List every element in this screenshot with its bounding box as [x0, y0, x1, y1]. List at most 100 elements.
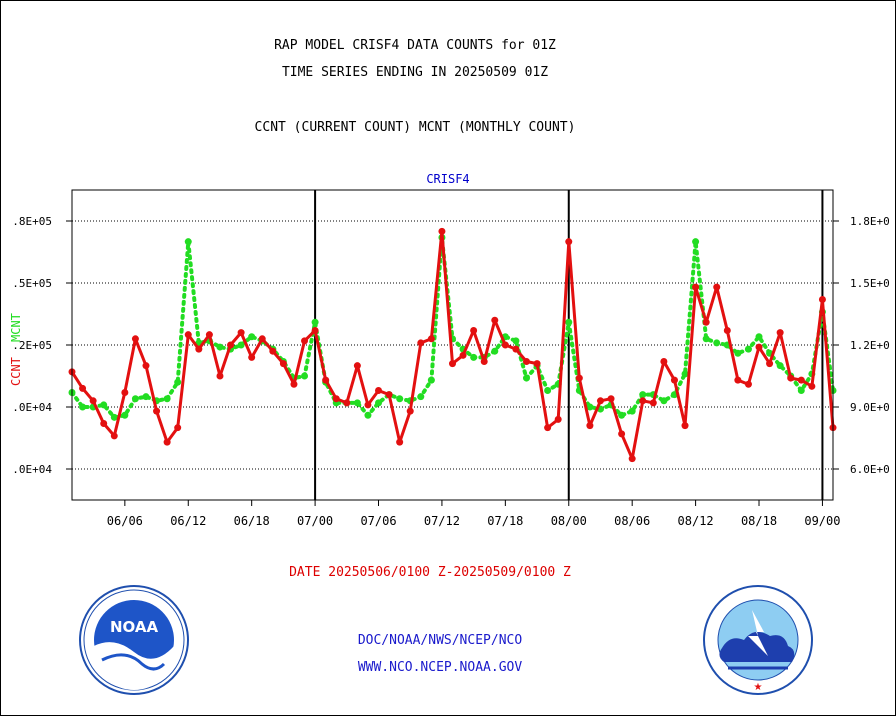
data-point-ccnt — [776, 329, 784, 337]
data-point-ccnt — [174, 424, 182, 432]
data-point-ccnt — [734, 376, 742, 384]
data-point-ccnt — [237, 329, 245, 337]
data-point-mcnt — [544, 386, 552, 394]
y-tick-label-left: .2E+05 — [12, 339, 52, 352]
y-tick-label-right: 1.5E+0 — [850, 277, 890, 290]
data-point-ccnt — [692, 283, 700, 291]
data-point-mcnt — [353, 399, 361, 407]
noaa-logo-text: NOAA — [110, 618, 159, 636]
data-point-ccnt — [702, 318, 710, 326]
x-tick-label: 08/06 — [614, 514, 650, 528]
y-tick-label-left: .8E+05 — [12, 215, 52, 228]
y-tick-label-left: .0E+04 — [12, 463, 52, 476]
data-point-ccnt — [258, 335, 266, 343]
data-point-ccnt — [269, 347, 277, 355]
data-point-mcnt — [681, 370, 689, 378]
data-point-mcnt — [491, 347, 499, 355]
y-tick-label-left: .5E+05 — [12, 277, 52, 290]
data-point-ccnt — [343, 399, 351, 407]
data-point-ccnt — [438, 227, 446, 235]
x-tick-label: 06/12 — [170, 514, 206, 528]
data-point-mcnt — [311, 318, 319, 326]
data-point-mcnt — [248, 333, 256, 341]
data-point-ccnt — [575, 374, 583, 382]
data-point-ccnt — [322, 376, 330, 384]
data-point-ccnt — [554, 415, 562, 423]
data-point-mcnt — [565, 318, 573, 326]
date-range-label: DATE 20250506/0100 Z-20250509/0100 Z — [289, 565, 571, 580]
x-tick-label: 09/00 — [804, 514, 840, 528]
data-point-ccnt — [89, 397, 97, 405]
y-axis-right: 6.0E+0 9.0E+0 1.2E+0 1.5E+0 1.8E+0 — [833, 215, 890, 476]
series-line-mcnt — [70, 235, 835, 420]
data-point-ccnt — [808, 382, 816, 390]
data-point-mcnt — [776, 362, 784, 370]
panel-title: CRISF4 — [426, 172, 470, 186]
data-point-ccnt — [628, 455, 636, 463]
x-tick-label: 07/12 — [424, 514, 460, 528]
noaa-logo: NOAA — [79, 585, 189, 695]
data-point-ccnt — [184, 331, 192, 339]
data-point-mcnt — [713, 339, 721, 347]
data-point-ccnt — [427, 335, 435, 343]
data-point-ccnt — [205, 331, 213, 339]
x-tick-label: 08/18 — [741, 514, 777, 528]
data-point-mcnt — [586, 403, 594, 411]
data-point-ccnt — [766, 360, 774, 368]
data-point-mcnt — [692, 238, 700, 246]
x-axis: 06/06 06/12 06/18 07/00 07/06 07/12 07/18 08/00… — [107, 500, 840, 528]
data-point-mcnt — [142, 393, 150, 401]
data-point-ccnt — [713, 283, 721, 291]
data-point-mcnt — [237, 341, 245, 349]
data-point-ccnt — [480, 358, 488, 366]
data-point-mcnt — [216, 343, 224, 351]
data-point-ccnt — [512, 345, 520, 353]
chart-title-line1: RAP MODEL CRISF4 DATA COUNTS for 01Z — [274, 38, 556, 53]
series-mcnt — [68, 234, 837, 421]
data-point-ccnt — [639, 397, 647, 405]
data-point-ccnt — [787, 374, 795, 382]
data-point-mcnt — [163, 395, 171, 403]
data-point-ccnt — [586, 422, 594, 430]
chart-title-line2: TIME SERIES ENDING IN 20250509 01Z — [281, 65, 549, 80]
data-point-mcnt — [660, 397, 668, 405]
svg-text:★: ★ — [754, 682, 763, 693]
data-point-ccnt — [491, 316, 499, 324]
data-point-ccnt — [290, 380, 298, 388]
x-tick-label: 06/18 — [234, 514, 270, 528]
data-point-mcnt — [110, 413, 118, 421]
y-tick-label-right: 6.0E+0 — [850, 463, 890, 476]
data-point-ccnt — [449, 360, 456, 368]
data-point-mcnt — [131, 395, 139, 403]
data-point-mcnt — [427, 376, 435, 384]
data-point-ccnt — [396, 438, 404, 446]
data-point-mcnt — [301, 372, 309, 380]
data-point-ccnt — [279, 360, 287, 368]
nws-logo: ★ — [703, 585, 813, 695]
data-point-ccnt — [755, 343, 763, 351]
x-tick-label: 07/06 — [360, 514, 396, 528]
data-point-mcnt — [618, 411, 626, 419]
data-point-ccnt — [533, 360, 541, 368]
org-path-label: DOC/NOAA/NWS/NCEP/NCO — [357, 633, 523, 648]
data-point-mcnt — [797, 386, 805, 394]
data-point-ccnt — [385, 391, 393, 399]
data-point-ccnt — [79, 384, 87, 392]
data-point-ccnt — [153, 407, 161, 415]
y-tick-label-right: 1.2E+0 — [850, 339, 890, 352]
data-point-ccnt — [649, 399, 657, 407]
data-point-ccnt — [195, 345, 203, 353]
data-point-ccnt — [332, 395, 340, 403]
y-tick-label-right: 1.8E+0 — [850, 215, 890, 228]
y-axis-left: .0E+04 .0E+04 .2E+05 .5E+05 .8E+05 — [12, 215, 72, 476]
data-point-ccnt — [100, 420, 108, 428]
data-point-ccnt — [417, 339, 425, 347]
data-point-mcnt — [396, 395, 404, 403]
data-point-ccnt — [459, 351, 467, 359]
data-point-ccnt — [375, 386, 383, 394]
data-point-ccnt — [227, 341, 235, 349]
data-point-ccnt — [522, 358, 530, 366]
data-point-mcnt — [639, 391, 647, 399]
data-point-mcnt — [702, 335, 710, 343]
